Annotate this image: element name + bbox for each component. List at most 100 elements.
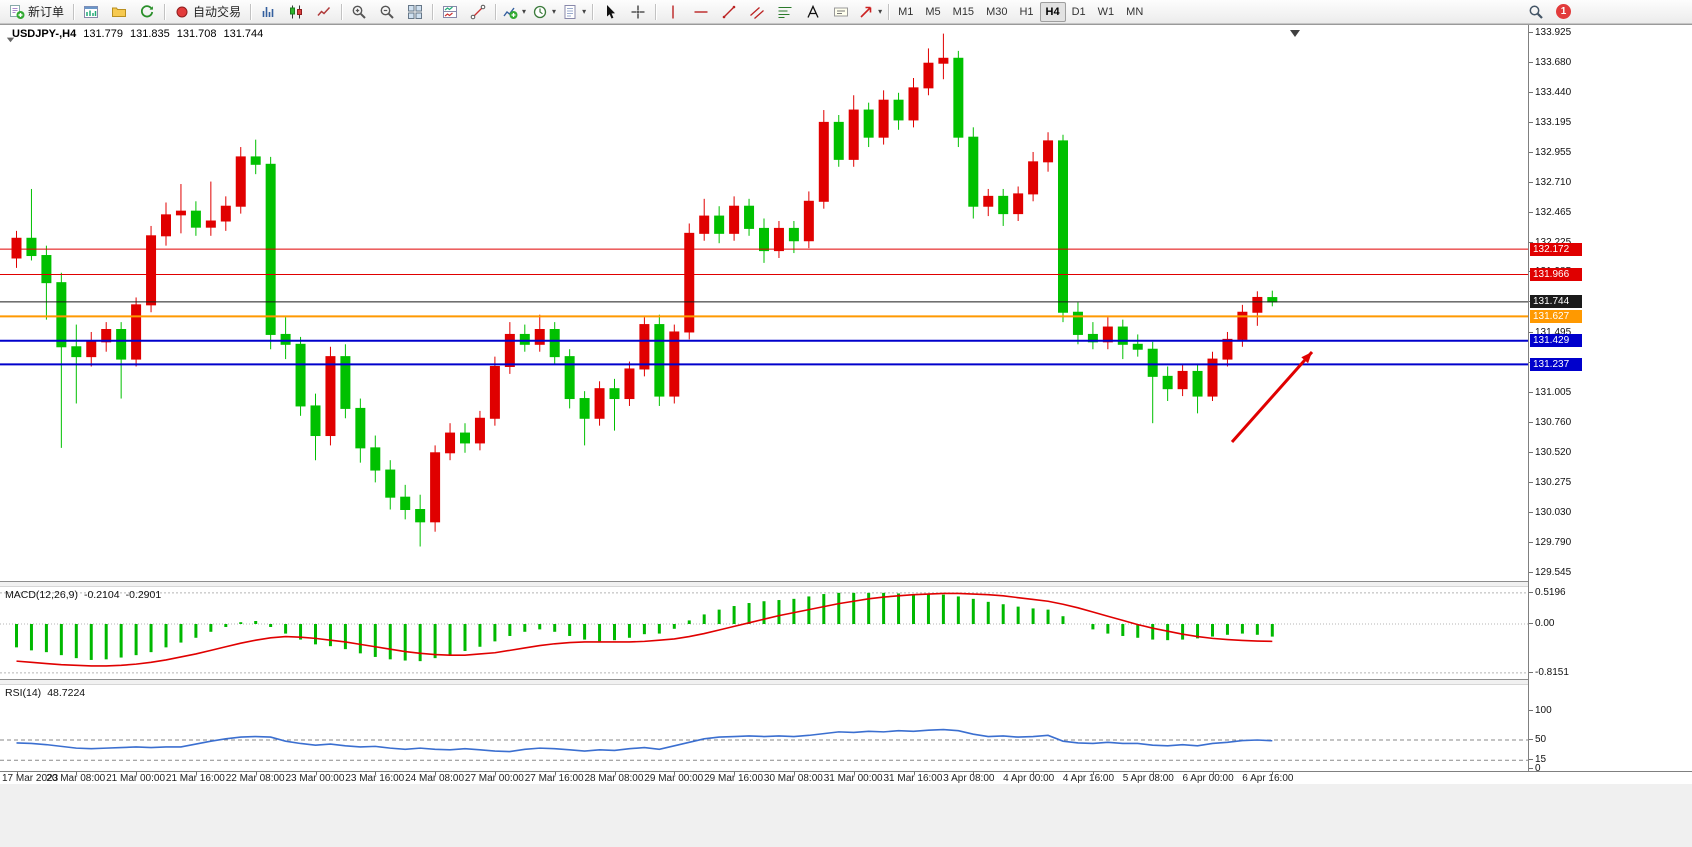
price-label-131.744: 131.744: [1530, 295, 1582, 309]
time-tick-label: 4 Apr 16:00: [1062, 773, 1115, 784]
channel-icon: [749, 4, 765, 20]
crosshair-button[interactable]: [624, 1, 652, 23]
search-button[interactable]: [1522, 1, 1550, 23]
pane-separator[interactable]: [0, 679, 1692, 685]
horizontal-line-button[interactable]: [687, 1, 715, 23]
toolbar-separator: [888, 3, 890, 20]
zoom-in-button[interactable]: [345, 1, 373, 23]
time-tick-label: 21 Mar 00:00: [106, 773, 166, 784]
price-label-131.966: 131.966: [1530, 268, 1582, 282]
chevron-down-icon: ▾: [552, 7, 557, 16]
chart-shift-marker[interactable]: [1290, 30, 1300, 37]
new-order-button[interactable]: 新订单: [3, 1, 70, 23]
tick-mark: [1529, 422, 1533, 424]
refresh-icon: [139, 4, 155, 20]
pane-separator[interactable]: [0, 581, 1692, 587]
time-tick-mark: [375, 772, 377, 775]
tick-mark: [1529, 212, 1533, 213]
tick-mark: [1529, 91, 1533, 93]
price-tick-label: 129.790: [1535, 536, 1572, 548]
timeframe-button-m5[interactable]: M5: [925, 5, 941, 18]
tick-mark: [1529, 122, 1533, 123]
fibonacci-button[interactable]: [771, 1, 799, 23]
toolbar-separator: [432, 3, 434, 20]
price-tick-label: 132.955: [1535, 146, 1572, 158]
templates-button[interactable]: ▾: [559, 1, 589, 23]
timeframe-button-m1[interactable]: M1: [898, 5, 914, 18]
label-button[interactable]: [827, 1, 855, 23]
time-tick-label: 20 Mar 08:00: [46, 773, 106, 784]
template-icon: [562, 4, 578, 20]
tick-mark: [1529, 451, 1533, 453]
text-icon: [805, 4, 821, 20]
time-tick-mark: [1212, 772, 1214, 775]
time-tick-mark: [853, 772, 855, 775]
macd-signal-line: [16, 592, 1273, 667]
tick-mark: [1529, 241, 1533, 243]
tick-mark: [1529, 572, 1533, 573]
candlestick-icon: [288, 4, 304, 20]
time-tick-mark: [913, 772, 915, 775]
periods-button[interactable]: ▾: [529, 1, 559, 23]
timeframe-button-h4[interactable]: H4: [1039, 1, 1066, 22]
tile-windows-button[interactable]: [401, 1, 429, 23]
macd-tick-label: -0.8151: [1535, 666, 1569, 678]
tick-mark: [1529, 331, 1533, 333]
time-tick-mark: [494, 772, 496, 775]
text-button[interactable]: [799, 1, 827, 23]
main-plot[interactable]: [0, 25, 1692, 581]
bar-chart-button[interactable]: [254, 1, 282, 23]
time-tick-label: 21 Mar 16:00: [165, 773, 225, 784]
macd-pane[interactable]: [0, 587, 1692, 679]
refresh-button[interactable]: [133, 1, 161, 23]
rsi-pane[interactable]: [0, 685, 1692, 771]
price-axis[interactable]: 133.925 133.680 133.440 133.195 132.955 132.7…: [1528, 25, 1692, 774]
zoom-in-icon: [351, 4, 367, 20]
quote-high: 131.835: [129, 28, 170, 40]
time-tick-mark: [1152, 772, 1154, 775]
timeframe-button-w1[interactable]: W1: [1097, 5, 1115, 18]
rsi-label: RSI(14) 48.7224: [5, 687, 85, 699]
time-tick-label: 23 Mar 16:00: [345, 773, 405, 784]
time-axis[interactable]: 17 Mar 2023 20 Mar 08:00 21 Mar 00:00 21 Ma…: [0, 771, 1692, 784]
vertical-line-button[interactable]: [659, 1, 687, 23]
add-indicator-button[interactable]: ▾: [499, 1, 529, 23]
charts-button[interactable]: [77, 1, 105, 23]
macd-name: MACD(12,26,9): [5, 589, 78, 601]
quote-open: 131.779: [83, 28, 123, 40]
indicator-window-button[interactable]: [436, 1, 464, 23]
timeframe-button-h1[interactable]: H1: [1019, 5, 1034, 18]
price-tick-label: 129.545: [1535, 567, 1572, 578]
price-tick-label: 130.275: [1535, 477, 1572, 488]
tick-mark: [1529, 768, 1533, 769]
timeframe-button-m30[interactable]: M30: [986, 5, 1008, 18]
time-tick-label: 23 Mar 00:00: [285, 773, 345, 784]
timeframe-button-d1[interactable]: D1: [1071, 5, 1086, 18]
timeframe-button-mn[interactable]: MN: [1126, 5, 1144, 18]
new-chart-icon: [83, 4, 99, 20]
notification-badge[interactable]: 1: [1556, 4, 1571, 19]
chevron-down-icon: ▾: [878, 7, 883, 16]
time-tick-mark: [614, 772, 616, 775]
zoom-out-button[interactable]: [373, 1, 401, 23]
channel-button[interactable]: [743, 1, 771, 23]
arrows-button[interactable]: ▾: [855, 1, 885, 23]
macd-tick-label: 0.00: [1535, 618, 1555, 629]
toolbar-right-group: 1: [1522, 1, 1571, 23]
trendline-button[interactable]: [715, 1, 743, 23]
line-chart-button[interactable]: [310, 1, 338, 23]
chevron-down-icon: ▾: [522, 7, 527, 16]
profiles-button[interactable]: [105, 1, 133, 23]
price-tick-label: 133.680: [1535, 57, 1572, 69]
time-tick-label: 17 Mar 2023: [2, 773, 59, 784]
tick-mark: [1529, 181, 1533, 183]
timeframe-button-m15[interactable]: M15: [952, 5, 975, 18]
candlestick-chart-button[interactable]: [282, 1, 310, 23]
objects-list-button[interactable]: [464, 1, 492, 23]
autotrading-button-label: 自动交易: [193, 5, 242, 19]
cursor-button[interactable]: [596, 1, 624, 23]
autotrading-button[interactable]: 自动交易: [168, 1, 247, 23]
chart-window[interactable]: USDJPY-,H4 131.779 131.835 131.708 131.7…: [0, 24, 1692, 784]
trend-arrow[interactable]: [1230, 351, 1314, 443]
